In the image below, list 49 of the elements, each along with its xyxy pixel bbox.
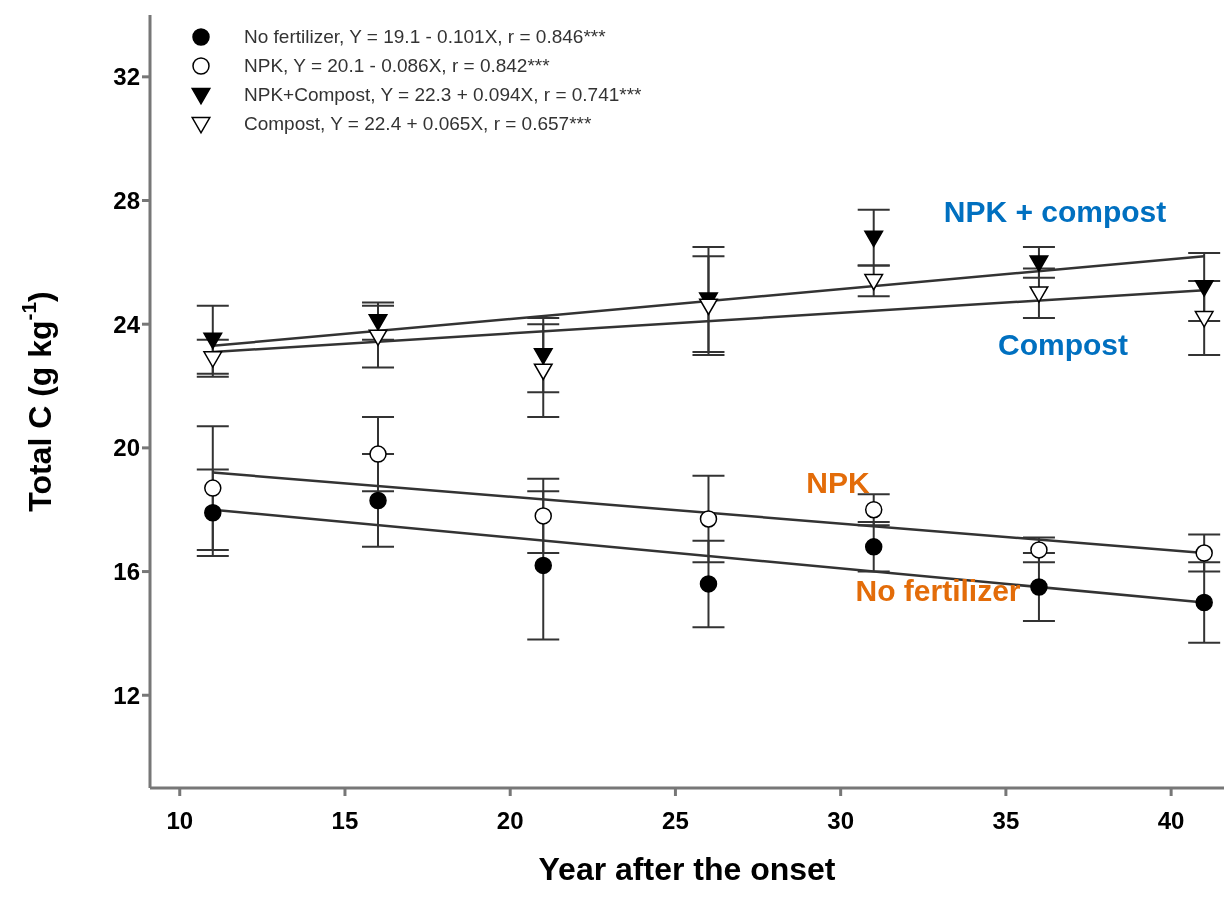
point [203, 332, 223, 350]
x-tick-label: 30 [827, 807, 855, 835]
point [1195, 593, 1213, 612]
point [864, 230, 884, 248]
y-tick-label: 32 [113, 63, 140, 91]
x-tick-label: 35 [992, 807, 1020, 835]
point [864, 538, 883, 556]
legend-label: No fertilizer, Y = 19.1 - 0.101X, r = 0.846*** [244, 25, 606, 48]
point [1029, 255, 1049, 272]
point [533, 363, 553, 381]
point [369, 445, 387, 463]
y-tick-label: 28 [113, 187, 140, 215]
x-tick-label: 20 [496, 807, 524, 835]
x-tick-label: 25 [662, 807, 689, 835]
point [1194, 310, 1214, 328]
legend-label: Compost, Y = 22.4 + 0.065X, r = 0.657*** [244, 112, 592, 135]
point [534, 507, 552, 525]
point [369, 491, 387, 510]
annotation: No fertilizer [855, 574, 1021, 608]
point [204, 504, 222, 522]
point [368, 313, 388, 331]
point [864, 500, 883, 519]
point [1029, 286, 1049, 303]
x-tick-label: 40 [1157, 807, 1185, 835]
y-tick-label: 20 [113, 434, 140, 462]
x-tick-label: 10 [166, 807, 194, 835]
point [1194, 279, 1214, 297]
point [203, 351, 223, 368]
x-tick-label: 15 [331, 807, 359, 835]
x-axis-title: Year after the onset [538, 851, 836, 887]
point [204, 479, 222, 497]
y-tick-label: 12 [113, 681, 140, 709]
legend-label: NPK, Y = 20.1 - 0.086X, r = 0.842*** [244, 54, 550, 77]
point [698, 298, 719, 316]
point [699, 575, 718, 593]
annotation: Compost [998, 328, 1128, 362]
y-tick-label: 24 [113, 310, 141, 338]
point [864, 273, 884, 291]
point [1030, 578, 1048, 596]
point [368, 329, 388, 347]
y-tick-label: 16 [113, 558, 140, 586]
point [534, 556, 552, 575]
point [699, 510, 718, 528]
point [533, 347, 553, 365]
legend-label: NPK+Compost, Y = 22.3 + 0.094X, r = 0.741*** [244, 83, 642, 106]
annotation: NPK + compost [943, 195, 1167, 229]
annotation: NPK [806, 466, 870, 500]
point [1030, 541, 1048, 559]
point [1195, 544, 1213, 562]
